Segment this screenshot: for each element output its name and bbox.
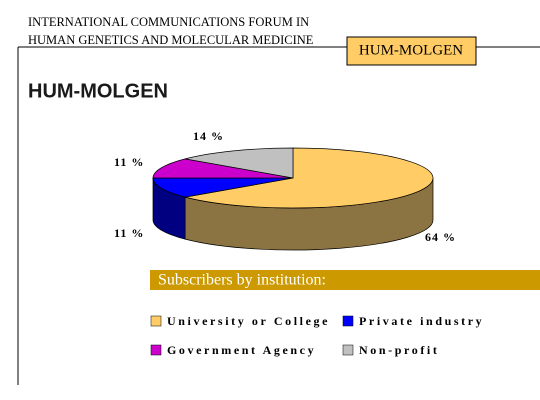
header-line: INTERNATIONAL COMMUNICATIONS FORUM IN (28, 15, 309, 29)
legend-label: University or College (167, 314, 330, 328)
legend-label: Non-profit (359, 343, 439, 357)
pie-slice (152, 177, 294, 198)
legend-swatch (342, 344, 354, 356)
data-label: 14 % (193, 129, 224, 143)
legend-label: Private industry (359, 314, 484, 328)
data-label: 11 % (114, 226, 144, 240)
pie-slice (152, 158, 294, 179)
chart-subtitle: Subscribers by institution: (158, 272, 326, 289)
pie-slice (185, 147, 434, 209)
legend-swatch (342, 315, 354, 327)
data-label: 64 % (425, 230, 456, 244)
data-label: 11 % (114, 155, 144, 169)
pie-slice (185, 147, 294, 179)
legend-swatch (150, 315, 162, 327)
chart-title: HUM-MOLGEN (28, 80, 168, 102)
legend-label: Government Agency (167, 343, 316, 357)
header-line: HUMAN GENETICS AND MOLECULAR MEDICINE (28, 33, 314, 47)
badge-text: HUM-MOLGEN (359, 42, 463, 58)
badge (346, 36, 477, 66)
banner (150, 270, 540, 290)
legend-swatch (150, 344, 162, 356)
